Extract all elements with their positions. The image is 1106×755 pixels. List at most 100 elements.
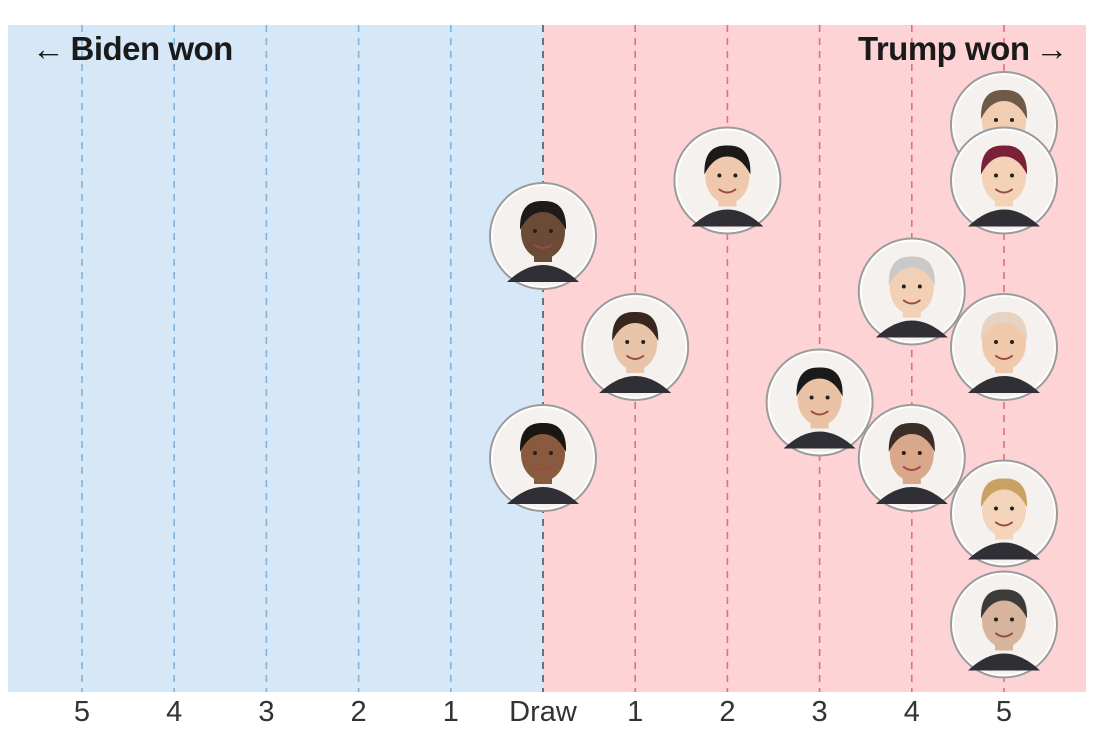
avatar-face bbox=[521, 205, 565, 259]
avatar-mouth bbox=[995, 632, 1013, 638]
avatar-mouth bbox=[995, 188, 1013, 194]
avatar-eye bbox=[809, 395, 814, 400]
avatar-mouth bbox=[902, 299, 921, 305]
avatar-shoulders bbox=[783, 431, 856, 449]
avatar-shoulders bbox=[875, 320, 948, 338]
avatar-mouth bbox=[995, 521, 1013, 527]
tick-label-draw: Draw bbox=[509, 696, 577, 728]
avatar-eye bbox=[994, 173, 998, 178]
avatar-eye bbox=[994, 617, 998, 622]
avatar-mouth bbox=[902, 466, 921, 471]
avatar-face bbox=[982, 316, 1026, 370]
avatar-eye bbox=[994, 506, 998, 511]
avatar-point bbox=[489, 182, 597, 290]
avatar-hair bbox=[980, 311, 1028, 341]
avatar-eye bbox=[641, 340, 646, 344]
avatar-mouth bbox=[534, 244, 552, 249]
avatar-point bbox=[950, 293, 1058, 401]
avatar-face bbox=[889, 260, 934, 315]
avatar-eye bbox=[533, 451, 537, 455]
avatar-hair bbox=[796, 367, 843, 397]
avatar-hair bbox=[888, 422, 935, 452]
avatar-eye bbox=[994, 118, 998, 122]
biden-won-region bbox=[8, 25, 543, 692]
avatar-face bbox=[982, 149, 1026, 204]
avatar-point bbox=[857, 237, 966, 346]
tick-label-trump-5: 5 bbox=[995, 696, 1013, 728]
avatar-eye bbox=[549, 229, 553, 233]
right-arrow-icon: → bbox=[1035, 30, 1069, 67]
avatar-eye bbox=[1010, 506, 1014, 511]
avatar-shoulders bbox=[507, 487, 579, 504]
avatar-eye bbox=[901, 284, 906, 289]
avatar-point bbox=[673, 126, 782, 235]
tick-label-biden-4: 4 bbox=[166, 696, 183, 728]
avatar-shoulders bbox=[875, 487, 948, 504]
trump-won-label: Trump won bbox=[858, 30, 1030, 67]
avatar-hair bbox=[980, 89, 1028, 119]
avatar-point bbox=[857, 404, 966, 512]
left-arrow-icon: ← bbox=[32, 30, 65, 67]
avatar-eye bbox=[733, 173, 738, 178]
avatar-face bbox=[982, 593, 1026, 648]
avatar-point bbox=[950, 126, 1058, 235]
avatar-face bbox=[613, 316, 658, 370]
avatar-hair bbox=[519, 422, 567, 452]
avatar-mouth bbox=[995, 355, 1013, 360]
avatar-hair bbox=[704, 145, 751, 175]
avatar-shoulders bbox=[968, 376, 1040, 393]
tick-label-biden-2: 2 bbox=[350, 696, 367, 728]
avatar-eye bbox=[1010, 118, 1014, 122]
avatar-shoulders bbox=[968, 653, 1040, 671]
biden-won-heading: ← Biden won bbox=[26, 30, 233, 68]
avatar-shoulders bbox=[968, 209, 1040, 227]
avatar-hair bbox=[612, 311, 659, 341]
avatar-eye bbox=[533, 229, 537, 233]
avatar-hair bbox=[980, 478, 1028, 508]
avatar-face bbox=[521, 427, 565, 481]
avatar-point bbox=[950, 570, 1058, 679]
avatar-eye bbox=[549, 451, 553, 455]
avatar-eye bbox=[825, 395, 830, 400]
tick-label-biden-1: 1 bbox=[442, 696, 459, 728]
avatar-mouth bbox=[718, 188, 737, 194]
avatar-eye bbox=[1010, 617, 1014, 622]
avatar-eye bbox=[901, 451, 906, 455]
tick-label-trump-3: 3 bbox=[811, 696, 828, 728]
avatar-hair bbox=[888, 256, 935, 286]
avatar-face bbox=[889, 427, 934, 481]
avatar-eye bbox=[1010, 173, 1014, 178]
avatar-eye bbox=[917, 451, 922, 455]
avatar-point bbox=[489, 404, 597, 512]
avatar-shoulders bbox=[599, 376, 672, 393]
avatar-hair bbox=[980, 145, 1028, 175]
avatar-face bbox=[705, 149, 750, 204]
avatar-hair bbox=[519, 200, 567, 230]
avatar-mouth bbox=[534, 466, 552, 471]
tick-label-trump-1: 1 bbox=[627, 696, 644, 728]
avatar-hair bbox=[980, 589, 1028, 619]
avatar-eye bbox=[625, 340, 630, 344]
tick-label-biden-5: 5 bbox=[73, 696, 91, 728]
avatar-eye bbox=[994, 340, 998, 344]
avatar-face bbox=[982, 482, 1026, 537]
biden-won-label: Biden won bbox=[70, 30, 234, 67]
avatar-mouth bbox=[626, 355, 645, 360]
avatar-point bbox=[765, 348, 874, 457]
avatar-point bbox=[581, 293, 690, 401]
avatar-face bbox=[797, 371, 842, 426]
tick-label-trump-4: 4 bbox=[903, 696, 920, 728]
avatar-eye bbox=[917, 284, 922, 289]
tick-label-biden-3: 3 bbox=[258, 696, 275, 728]
avatar-mouth bbox=[810, 410, 829, 416]
avatar-eye bbox=[717, 173, 722, 178]
tick-label-trump-2: 2 bbox=[719, 696, 736, 728]
avatar-shoulders bbox=[507, 265, 579, 282]
avatar-eye bbox=[1010, 340, 1014, 344]
trump-won-heading: Trump won → bbox=[858, 30, 1074, 68]
avatar-point bbox=[950, 459, 1058, 568]
avatar-shoulders bbox=[968, 542, 1040, 560]
avatar-shoulders bbox=[691, 209, 764, 227]
